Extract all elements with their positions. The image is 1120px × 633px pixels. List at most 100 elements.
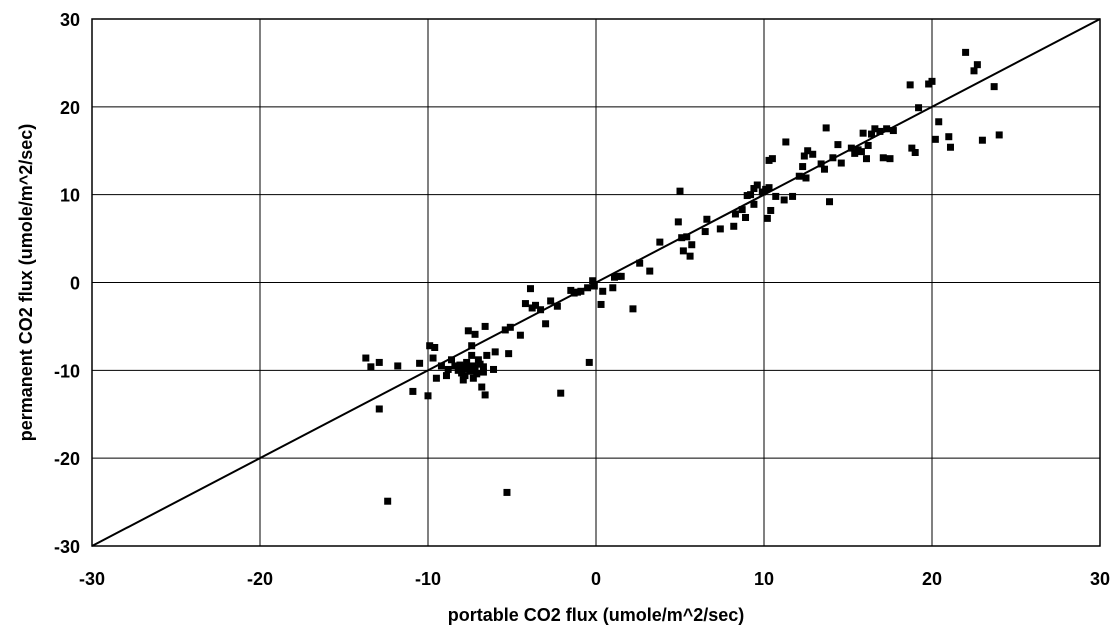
data-point xyxy=(431,343,439,351)
data-point xyxy=(678,234,686,242)
x-tick-label: -30 xyxy=(79,569,105,589)
data-point xyxy=(432,374,440,382)
x-tick-label: 0 xyxy=(591,569,601,589)
data-point xyxy=(597,300,605,308)
data-point xyxy=(990,83,998,91)
data-point xyxy=(750,185,758,193)
data-point xyxy=(505,350,513,358)
data-point xyxy=(478,383,486,391)
data-point xyxy=(468,342,476,350)
data-point xyxy=(629,305,637,313)
data-point xyxy=(857,148,865,156)
data-point xyxy=(800,152,808,160)
data-point xyxy=(424,392,432,400)
data-point xyxy=(847,144,855,152)
data-point xyxy=(468,351,476,359)
data-point xyxy=(464,327,472,335)
data-point xyxy=(553,302,561,310)
data-point xyxy=(429,354,437,362)
y-tick-label: 30 xyxy=(60,10,80,30)
data-point xyxy=(589,277,597,285)
data-point xyxy=(765,184,773,192)
data-point xyxy=(426,342,434,350)
data-point xyxy=(491,348,499,356)
data-point xyxy=(908,144,916,152)
data-point xyxy=(577,287,585,295)
data-point xyxy=(471,330,479,338)
data-point xyxy=(490,365,498,373)
data-point xyxy=(862,155,870,163)
data-point xyxy=(767,206,775,214)
data-point xyxy=(479,363,487,371)
data-point xyxy=(970,67,978,75)
data-point xyxy=(780,196,788,204)
data-point xyxy=(466,367,474,375)
data-point xyxy=(799,163,807,171)
data-points xyxy=(362,48,1003,505)
x-tick-label: 10 xyxy=(754,569,774,589)
plot-frame xyxy=(91,18,1101,547)
data-point xyxy=(750,200,758,208)
x-tick-label: 20 xyxy=(922,569,942,589)
data-point xyxy=(394,362,402,370)
data-point xyxy=(483,351,491,359)
data-point xyxy=(674,218,682,226)
data-point xyxy=(772,192,780,200)
data-point xyxy=(871,125,879,133)
data-point xyxy=(584,284,592,292)
x-tick-label: -20 xyxy=(247,569,273,589)
data-point xyxy=(516,331,524,339)
data-point xyxy=(978,136,986,144)
data-point xyxy=(753,181,761,189)
data-point xyxy=(362,354,370,362)
data-point xyxy=(547,297,555,305)
data-point xyxy=(829,154,837,162)
y-tick-label: -20 xyxy=(54,449,80,469)
data-point xyxy=(469,374,477,382)
data-point xyxy=(817,160,825,168)
data-point xyxy=(585,358,593,366)
data-point xyxy=(973,61,981,69)
data-point xyxy=(886,155,894,163)
data-point xyxy=(804,147,812,155)
data-point xyxy=(931,135,939,143)
data-point xyxy=(448,356,456,364)
data-point xyxy=(915,104,923,112)
data-point xyxy=(521,300,529,308)
data-point xyxy=(906,81,914,89)
data-point xyxy=(503,488,511,496)
data-point xyxy=(802,174,810,182)
data-point xyxy=(416,359,424,367)
data-point xyxy=(636,259,644,267)
data-point xyxy=(889,127,897,135)
data-point xyxy=(481,322,489,330)
data-point xyxy=(946,143,954,151)
data-point xyxy=(864,141,872,149)
data-point xyxy=(444,365,452,373)
data-point xyxy=(820,165,828,173)
data-point xyxy=(375,358,383,366)
data-point xyxy=(928,77,936,85)
data-point xyxy=(935,118,943,126)
y-axis-title: permanent CO2 flux (umole/m^2/sec) xyxy=(16,124,36,442)
x-tick-labels: -30 -20 -10 0 10 20 30 xyxy=(79,569,1110,589)
data-point xyxy=(742,214,750,222)
y-tick-label: -30 xyxy=(54,537,80,557)
data-point xyxy=(479,368,487,376)
data-point xyxy=(384,497,392,505)
data-point xyxy=(609,284,617,292)
data-point xyxy=(945,133,953,141)
data-point xyxy=(481,391,489,399)
data-point xyxy=(738,206,746,214)
data-point xyxy=(459,376,467,384)
data-point xyxy=(731,210,739,218)
data-point xyxy=(859,129,867,137)
data-point xyxy=(471,365,479,373)
data-point xyxy=(599,287,607,295)
data-point xyxy=(730,222,738,230)
data-point xyxy=(795,172,803,180)
x-tick-label: -10 xyxy=(415,569,441,589)
data-point xyxy=(451,362,459,370)
data-point xyxy=(822,124,830,132)
data-point xyxy=(646,267,654,275)
